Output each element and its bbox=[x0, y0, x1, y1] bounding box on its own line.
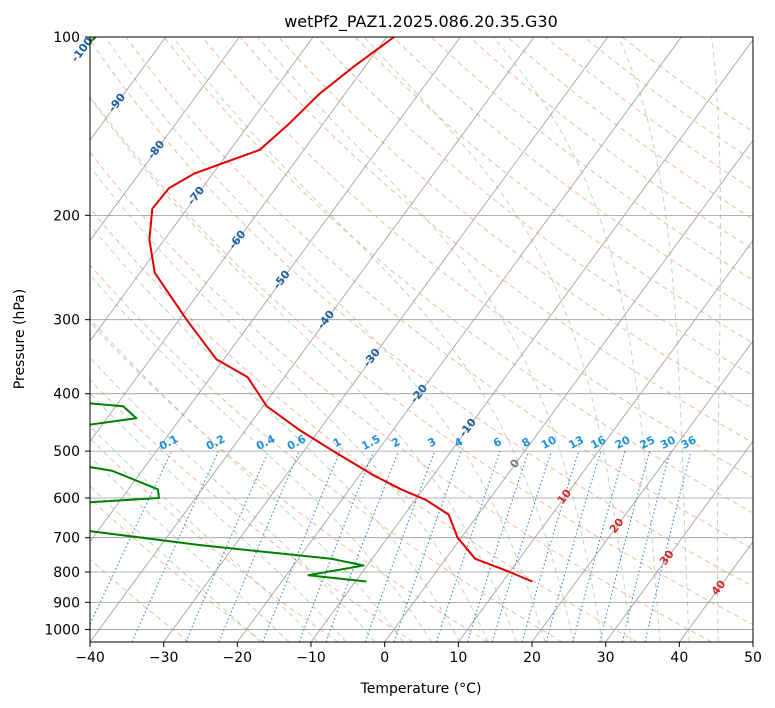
y-tick-label: 300 bbox=[53, 313, 80, 329]
dry-adiabat-line bbox=[90, 379, 414, 642]
isotherm-line bbox=[90, 37, 167, 141]
mixing-ratio-line bbox=[572, 450, 626, 642]
x-axis-ticks: −40 −30 −20 −10 0 10 20 30 40 50 bbox=[75, 642, 762, 666]
mixing-ratio-line bbox=[325, 450, 400, 642]
moist-adiabat-line bbox=[90, 96, 517, 642]
mixing-ratio-line bbox=[599, 450, 651, 642]
mixing-ratio-line bbox=[435, 450, 501, 642]
dry-adiabat-line bbox=[239, 37, 753, 444]
dry-adiabat-line bbox=[90, 39, 753, 587]
mixing-ratio-label: 25 bbox=[638, 433, 658, 452]
x-tick-label: −30 bbox=[149, 650, 179, 666]
isotherm-line bbox=[237, 37, 682, 642]
dry-adiabat-line bbox=[90, 264, 563, 642]
y-tick-label: 1000 bbox=[44, 622, 80, 638]
mixing-ratio-label: 10 bbox=[539, 433, 559, 452]
isotherm-line bbox=[458, 239, 753, 642]
moist-adiabat-line bbox=[618, 37, 690, 642]
x-tick-label: 40 bbox=[670, 650, 688, 666]
y-tick-label: 700 bbox=[53, 531, 80, 547]
x-tick-label: 50 bbox=[744, 650, 762, 666]
isotherm-line bbox=[90, 37, 314, 342]
chart-title: wetPf2_PAZ1.2025.086.20.35.G30 bbox=[284, 12, 558, 32]
mixing-ratio-line bbox=[218, 450, 300, 642]
mixing-ratio-label: 13 bbox=[566, 433, 586, 452]
dry-adiabat-line bbox=[90, 207, 638, 642]
isotherm-line bbox=[163, 37, 609, 642]
background-lines bbox=[90, 37, 753, 642]
data-series bbox=[90, 37, 533, 583]
y-tick-label: 100 bbox=[53, 30, 80, 46]
mixing-ratio-line bbox=[545, 450, 602, 642]
isotherm-line bbox=[605, 440, 753, 642]
dry-adiabat-line bbox=[392, 37, 753, 312]
mixing-ratio-line bbox=[185, 450, 270, 642]
dry-adiabat-line bbox=[90, 151, 712, 642]
y-tick-label: 900 bbox=[53, 595, 80, 611]
y-axis-title: Pressure (hPa) bbox=[12, 289, 28, 389]
dry-adiabat-line bbox=[90, 558, 190, 642]
moist-adiabat-line bbox=[90, 274, 432, 642]
isotherm-line bbox=[90, 37, 388, 442]
mixing-ratio-labels: 0.1 0.2 0.4 0.6 1 1.5 2 3 4 6 8 10 13 16 20 25 30 36 bbox=[157, 432, 699, 453]
mixing-ratio-line bbox=[364, 450, 436, 642]
x-tick-label: −40 bbox=[75, 650, 105, 666]
moist-adiabat-line bbox=[363, 37, 632, 642]
mixing-ratio-label: 20 bbox=[613, 433, 633, 452]
moist-adiabat-line bbox=[90, 357, 376, 642]
x-tick-label: 20 bbox=[523, 650, 541, 666]
y-tick-label: 800 bbox=[53, 565, 80, 581]
moist-adiabat-line bbox=[172, 37, 575, 642]
x-tick-label: −20 bbox=[223, 650, 253, 666]
y-tick-label: 400 bbox=[53, 387, 80, 403]
moist-adiabat-line bbox=[257, 37, 603, 642]
x-tick-label: 10 bbox=[449, 650, 467, 666]
plot-area bbox=[90, 37, 753, 642]
y-tick-label: 500 bbox=[53, 444, 80, 460]
temperature-profile-line bbox=[148, 37, 533, 583]
mixing-ratio-line bbox=[262, 450, 341, 642]
mixing-ratio-label: 36 bbox=[679, 433, 699, 452]
isotherm-line bbox=[310, 39, 753, 642]
plot-frame bbox=[89, 36, 754, 643]
mixing-ratio-label: 16 bbox=[589, 433, 609, 452]
y-axis-ticks: 100 200 300 400 500 600 700 800 900 1000 bbox=[44, 30, 90, 638]
x-tick-label: 30 bbox=[597, 650, 615, 666]
mixing-ratio-line bbox=[466, 450, 530, 642]
mixing-ratio-line bbox=[491, 450, 552, 642]
isotherm-line bbox=[384, 139, 753, 642]
isotherm-line bbox=[531, 340, 753, 642]
isotherm-line bbox=[90, 37, 240, 242]
dry-adiabat-line bbox=[316, 37, 753, 377]
mixing-ratio-line bbox=[521, 450, 580, 642]
x-tick-label: −10 bbox=[296, 650, 326, 666]
x-tick-label: 0 bbox=[380, 650, 389, 666]
x-axis-title: Temperature (°C) bbox=[360, 681, 482, 697]
moist-adiabat-line bbox=[90, 224, 461, 642]
moist-adiabat-line bbox=[492, 37, 661, 642]
mixing-ratio-label: 30 bbox=[658, 433, 678, 452]
y-tick-label: 600 bbox=[53, 491, 80, 507]
isotherm-line bbox=[752, 641, 753, 642]
mixing-ratio-line bbox=[298, 450, 375, 642]
moist-adiabat-line bbox=[90, 392, 347, 642]
moist-adiabat-line bbox=[711, 37, 722, 642]
dry-adiabat-line bbox=[90, 95, 753, 626]
y-tick-label: 200 bbox=[53, 208, 80, 224]
mixing-ratio-line bbox=[621, 450, 671, 642]
